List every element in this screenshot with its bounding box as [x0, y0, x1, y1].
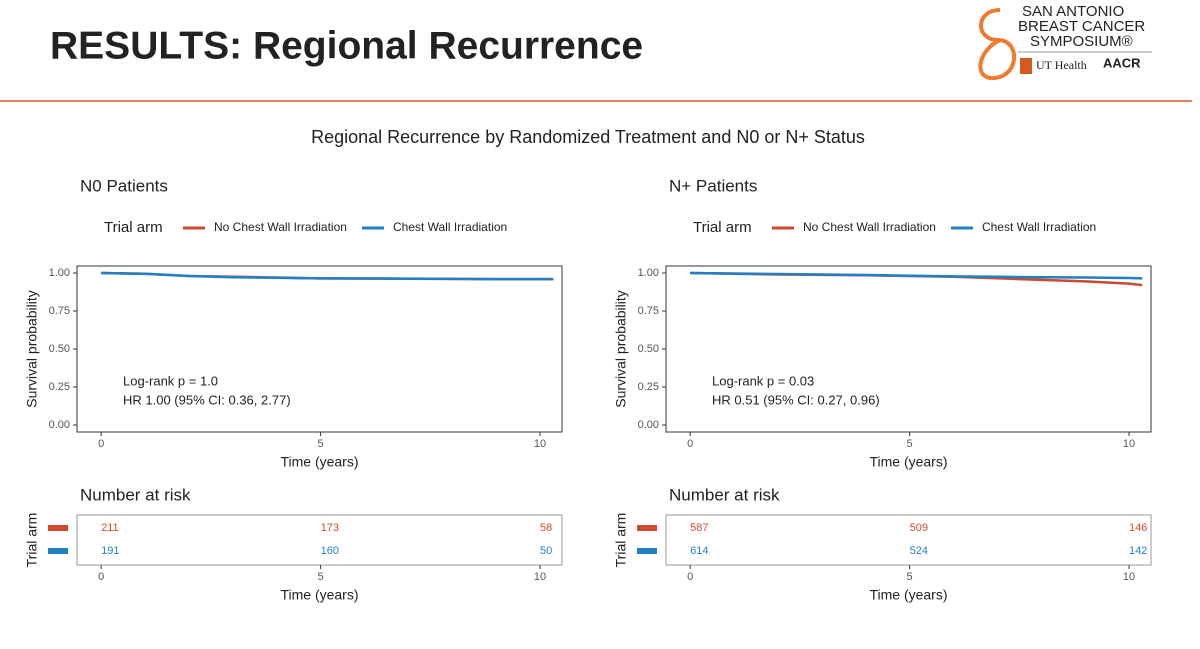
risk-value: 587: [690, 522, 708, 534]
risk-y-title: Trial arm: [613, 513, 629, 568]
legend-label: Chest Wall Irradiation: [393, 220, 507, 234]
survival-curve: [690, 271, 1143, 280]
y-tick-label: 0.50: [638, 343, 659, 355]
y-axis-title: Survival probability: [24, 290, 40, 408]
risk-x-tick-label: 0: [98, 571, 104, 583]
x-tick-label: 5: [318, 438, 324, 450]
slide-subtitle: Regional Recurrence by Randomized Treatm…: [311, 127, 865, 147]
x-tick-label: 5: [907, 438, 913, 450]
risk-value: 524: [910, 545, 928, 557]
annotation: HR 0.51 (95% CI: 0.27, 0.96): [712, 392, 880, 407]
risk-value: 614: [690, 545, 708, 557]
risk-swatch: [48, 548, 68, 554]
risk-value: 58: [540, 522, 552, 534]
legend-label: No Chest Wall Irradiation: [803, 220, 936, 234]
risk-value: 211: [101, 522, 119, 534]
risk-value: 160: [321, 545, 339, 557]
y-tick-label: 1.00: [49, 267, 70, 279]
risk-swatch: [637, 525, 657, 531]
x-tick-label: 0: [687, 438, 693, 450]
logo-text: SYMPOSIUM®: [1030, 33, 1133, 50]
risk-x-tick-label: 10: [534, 571, 546, 583]
risk-x-tick-label: 5: [318, 571, 324, 583]
x-tick-label: 0: [98, 438, 104, 450]
annotation: Log-rank p = 0.03: [712, 373, 814, 388]
risk-y-title: Trial arm: [24, 513, 40, 568]
x-axis-title: Time (years): [869, 454, 947, 470]
y-tick-label: 0.25: [49, 381, 70, 393]
risk-swatch: [48, 525, 68, 531]
y-tick-label: 0.75: [49, 305, 70, 317]
legend-label: No Chest Wall Irradiation: [214, 220, 347, 234]
risk-frame: [76, 514, 563, 566]
y-tick-label: 0.25: [638, 381, 659, 393]
y-tick-label: 1.00: [638, 267, 659, 279]
risk-swatch: [637, 548, 657, 554]
logo-text: SAN ANTONIO: [1022, 3, 1124, 20]
slide-title: RESULTS: Regional Recurrence: [50, 24, 643, 67]
logo-partner: UT Health: [1036, 58, 1087, 72]
chart-title: N0 Patients: [80, 176, 168, 195]
y-tick-label: 0.75: [638, 305, 659, 317]
legend-title: Trial arm: [104, 219, 163, 236]
risk-value: 142: [1129, 545, 1147, 557]
survival-curve: [101, 271, 554, 281]
legend-title: Trial arm: [693, 219, 752, 236]
x-axis-title: Time (years): [280, 454, 358, 470]
y-tick-label: 0.00: [638, 419, 659, 431]
logo-mark: [978, 8, 1017, 81]
annotation: Log-rank p = 1.0: [123, 373, 218, 388]
risk-value: 146: [1129, 522, 1147, 534]
risk-x-title: Time (years): [869, 587, 947, 603]
x-tick-label: 10: [1123, 438, 1135, 450]
legend-label: Chest Wall Irradiation: [982, 220, 1096, 234]
y-tick-label: 0.50: [49, 343, 70, 355]
risk-x-tick-label: 0: [687, 571, 693, 583]
chart-title: N+ Patients: [669, 176, 757, 195]
y-tick-label: 0.00: [49, 419, 70, 431]
logo-shield: [1020, 58, 1032, 74]
risk-title: Number at risk: [80, 485, 191, 504]
risk-value: 191: [101, 545, 119, 557]
annotation: HR 1.00 (95% CI: 0.36, 2.77): [123, 392, 291, 407]
risk-title: Number at risk: [669, 485, 780, 504]
risk-x-tick-label: 10: [1123, 571, 1135, 583]
x-tick-label: 10: [534, 438, 546, 450]
risk-frame: [665, 514, 1152, 566]
logo-partner: AACR: [1103, 55, 1141, 70]
risk-x-tick-label: 5: [907, 571, 913, 583]
risk-value: 173: [321, 522, 339, 534]
y-axis-title: Survival probability: [613, 290, 629, 408]
risk-value: 509: [910, 522, 928, 534]
logo-text: BREAST CANCER: [1018, 18, 1145, 35]
risk-x-title: Time (years): [280, 587, 358, 603]
risk-value: 50: [540, 545, 552, 557]
